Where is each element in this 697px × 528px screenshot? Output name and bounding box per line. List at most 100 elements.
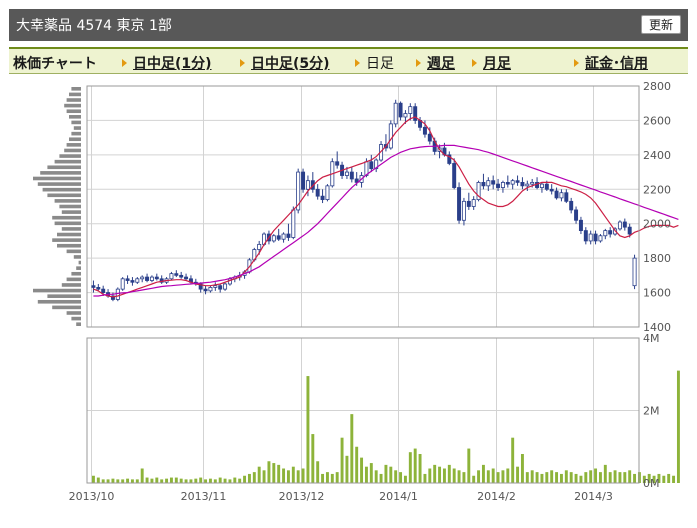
volume-bar [286, 470, 290, 483]
volume-bar [296, 470, 300, 483]
volume-profile-bar [73, 126, 81, 130]
menu-margin-label[interactable]: 証金･信用 [585, 56, 648, 72]
candle [281, 232, 286, 243]
volume-bar [481, 464, 485, 483]
volume-profile-bar [69, 137, 81, 142]
volume-bar [399, 472, 403, 483]
volume-bar [321, 473, 325, 483]
candle-body [520, 181, 525, 187]
header-bar: 大幸薬品 4574 東京 1部 更新 [9, 9, 688, 41]
candle [213, 282, 218, 291]
volume-bar [569, 472, 573, 483]
volume-bar [511, 437, 515, 483]
volume-bar [126, 478, 130, 483]
candle-body [140, 276, 145, 280]
candle [617, 220, 622, 231]
candle [598, 234, 603, 243]
volume-profile-bar [76, 322, 81, 326]
candle-body [130, 280, 135, 283]
candle [515, 175, 520, 186]
date-tick-label: 2013/12 [279, 490, 325, 503]
candle [130, 277, 135, 286]
volume-profile-bar [37, 182, 81, 186]
menu-weekly[interactable]: 週足 [416, 53, 455, 73]
volume-bar [91, 475, 95, 483]
volume-bar [340, 437, 344, 483]
volume-bar [238, 478, 242, 483]
menu-monthly-label[interactable]: 月足 [483, 56, 511, 72]
candle [471, 196, 476, 210]
menu-intraday-1min-label[interactable]: 日中足(1分) [133, 56, 212, 72]
refresh-button[interactable]: 更新 [640, 15, 681, 34]
volume-bar [96, 477, 100, 483]
candle [413, 103, 418, 124]
menu-margin[interactable]: 証金･信用 [574, 53, 648, 73]
candle [593, 230, 598, 245]
volume-bar [559, 473, 563, 483]
volume-bar [486, 470, 490, 483]
candle [349, 166, 354, 183]
price-tick-label: 2000 [643, 218, 671, 231]
candle-body [325, 185, 330, 201]
volume-bar [438, 466, 442, 483]
menu-intraday-1min[interactable]: 日中足(1分) [122, 53, 212, 73]
candle [276, 228, 281, 241]
candle [315, 184, 320, 200]
volume-tick-label: 4M [643, 332, 660, 345]
volume-bar [628, 470, 632, 483]
candle-body [198, 283, 203, 290]
volume-bar [467, 448, 471, 483]
candle [510, 178, 515, 190]
candle [135, 277, 140, 284]
page-title: 大幸薬品 4574 東京 1部 [16, 18, 172, 34]
candle [286, 223, 291, 241]
volume-bar [116, 479, 120, 483]
volume-bar [555, 472, 559, 483]
volume-bar [277, 464, 281, 483]
menu-weekly-label[interactable]: 週足 [427, 56, 455, 72]
volume-bar [282, 468, 286, 483]
candle-body [632, 257, 637, 287]
candle-body [115, 288, 120, 300]
menu-intraday-5min-label[interactable]: 日中足(5分) [251, 56, 330, 72]
candle-body [125, 278, 130, 281]
volume-bar [642, 475, 646, 483]
volume-profile-bar [57, 232, 81, 237]
price-tick-label: 1400 [643, 321, 671, 334]
candle [383, 134, 388, 152]
candle-body [598, 235, 603, 242]
menu-intraday-5min[interactable]: 日中足(5分) [240, 53, 330, 73]
volume-bar [150, 478, 154, 483]
volume-bar [447, 464, 451, 483]
volume-bar [423, 473, 427, 483]
candle-body [203, 288, 208, 292]
candle-body [271, 235, 276, 242]
volume-bar [145, 477, 149, 483]
volume-bar [355, 446, 359, 483]
volume-bar [204, 479, 208, 483]
volume-profile-bar [61, 283, 81, 287]
candle-body [461, 200, 466, 221]
candle-body [422, 126, 427, 135]
date-axis: 2013/10 2013/11 2013/12 2014/1 2014/2 2014/3 [69, 490, 613, 503]
price-axis: 1400 1600 1800 2000 2200 2400 2600 2800 [643, 80, 671, 334]
candle [491, 175, 496, 190]
candle [159, 275, 164, 284]
candle-body [481, 181, 486, 187]
volume-bar [179, 478, 183, 483]
candle-body [544, 183, 549, 190]
volume-profile-bar [54, 159, 81, 164]
volume-bar [272, 463, 276, 483]
price-grid [87, 85, 639, 328]
candlestick-series [91, 99, 637, 302]
menu-monthly[interactable]: 月足 [472, 53, 511, 73]
candle-body [505, 181, 510, 185]
volume-bar [594, 468, 598, 483]
volume-bar [379, 473, 383, 483]
candle-body [174, 273, 179, 276]
volume-bar [652, 475, 656, 483]
volume-bar [530, 470, 534, 483]
volume-bar [633, 473, 637, 483]
volume-bar [291, 466, 295, 483]
candle-body [539, 183, 544, 188]
